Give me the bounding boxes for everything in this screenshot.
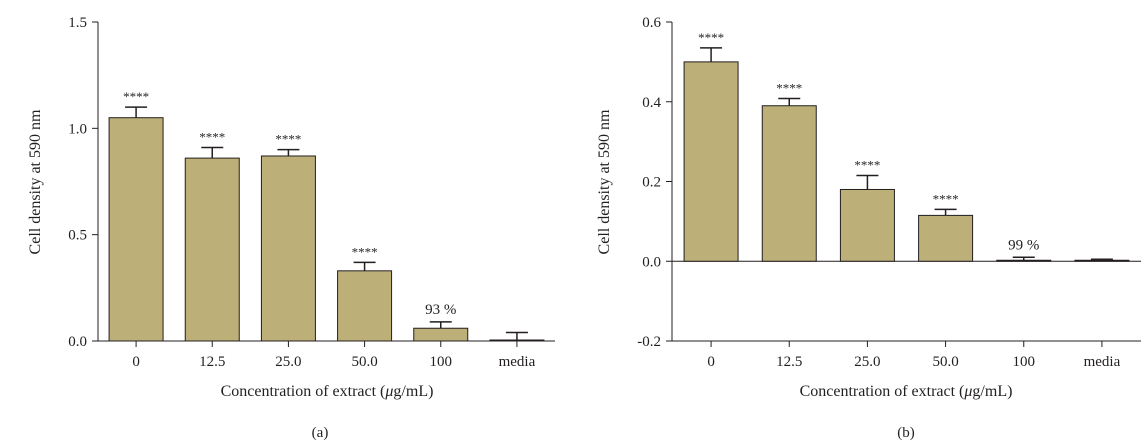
panel-b: Cell density at 590 nm Concentration of … [596,15,1141,441]
significance-label-a: **** [123,89,149,104]
x-tick-label-b: 50.0 [932,354,958,370]
bar-a [413,327,469,342]
significance-label-a: **** [199,129,225,144]
significance-label-a: **** [275,132,301,147]
x-tick-label-b: 25.0 [854,354,880,370]
x-axis-label-b-suffix: g/mL) [972,383,1012,400]
panel-label-a: (a) [312,425,329,441]
x-axis-label-b-mu: μ [963,383,972,400]
x-axis-label-b-prefix: Concentration of extract ( [800,383,965,400]
y-tick-label-b: -0.2 [637,334,661,350]
y-tick-label-a: 1.0 [68,121,87,137]
y-axis-label-a: Cell density at 590 nm [27,109,44,254]
x-axis-label-a-suffix: g/mL) [393,383,433,400]
bar-b [918,214,974,262]
y-tick-label-b: 0.2 [642,175,661,191]
significance-label-b: **** [854,158,880,173]
panel-a: Cell density at 590 nm Concentration of … [27,15,555,441]
x-tick-label-a: 12.5 [199,354,225,370]
y-tick-label-a: 0.0 [68,334,87,350]
significance-label-b: **** [698,30,724,45]
x-axis-label-a: Concentration of extract (μg/mL) [221,383,434,400]
significance-label-b: **** [776,81,802,96]
x-axis-label-a-mu: μ [384,383,393,400]
y-tick-label-b: 0.4 [642,95,661,111]
bar-b [683,61,739,262]
x-tick-label-b: media [1084,354,1121,370]
bar-b [761,105,817,262]
x-axis-label-b: Concentration of extract (μg/mL) [800,383,1013,400]
bar-a [108,117,164,342]
x-tick-label-a: 25.0 [275,354,301,370]
bar-a [260,155,316,342]
x-tick-label-b: 100 [1013,354,1036,370]
x-tick-label-b: 0 [707,354,715,370]
percent-label-b: 99 % [1008,237,1039,253]
bar-a [337,270,393,342]
significance-label-b: **** [933,191,959,206]
x-tick-label-a: 50.0 [351,354,377,370]
bar-b [839,188,895,262]
x-tick-label-a: media [499,354,536,370]
panel-label-b: (b) [897,425,915,441]
y-axis-label-b: Cell density at 590 nm [596,109,613,254]
y-tick-label-a: 1.5 [68,15,87,31]
x-tick-label-a: 0 [132,354,140,370]
x-axis-label-a-prefix: Concentration of extract ( [221,383,386,400]
x-tick-label-a: 100 [430,354,453,370]
significance-label-a: **** [352,244,378,259]
percent-label-a: 93 % [425,302,456,318]
x-tick-label-b: 12.5 [776,354,802,370]
y-tick-label-b: 0.0 [642,254,661,270]
y-tick-label-a: 0.5 [68,228,87,244]
y-tick-label-b: 0.6 [642,15,661,31]
bar-a [184,157,240,342]
